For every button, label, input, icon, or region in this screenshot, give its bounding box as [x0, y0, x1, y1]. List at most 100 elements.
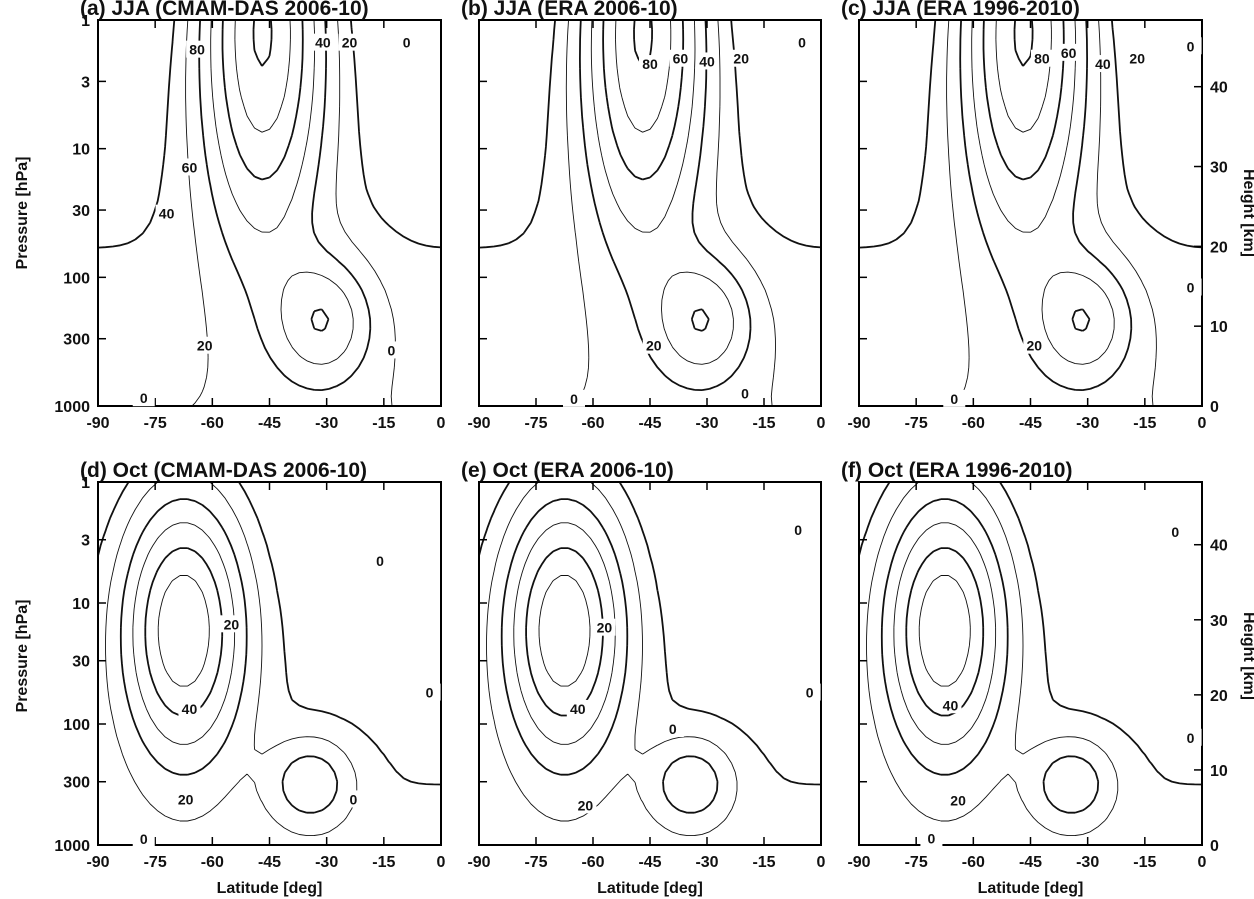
- panel-d: (d) Oct (CMAM-DAS 2006-10) -90 -75 -60 -45 -3…: [54, 459, 445, 897]
- contour-label: 20: [646, 338, 662, 354]
- x-tick-label: 0: [817, 415, 826, 432]
- x-tick-label: -60: [201, 854, 224, 871]
- contour-line: [996, 20, 1052, 132]
- panel-e: (e) Oct (ERA 2006-10) -90 -75 -60 -45 -30 -15 0…: [461, 459, 826, 897]
- y-tick-label: 10: [72, 596, 90, 613]
- panel-f: (f) Oct (ERA 1996-2010)-90 -75 -60 -45 -30 -1…: [841, 459, 1228, 897]
- y-tick-label: 300: [63, 332, 90, 349]
- contour-label: 0: [794, 522, 802, 538]
- right-tick-label: 0: [1210, 399, 1219, 416]
- contour-line: [526, 548, 603, 715]
- right-axis-label-bottom: Height [km]: [1240, 612, 1254, 700]
- x-tick-label: -60: [581, 415, 604, 432]
- panel-b: (b) JJA (ERA 2006-10)-90 -75 -60 -45 -30 -15 0…: [461, 0, 826, 432]
- contour-label: 20: [178, 791, 194, 807]
- contour-line: [106, 482, 357, 836]
- contour-line: [906, 548, 983, 715]
- x-tick-label: -45: [638, 854, 661, 871]
- right-axis-label-top: Height [km]: [1240, 169, 1254, 257]
- contour-label: 80: [642, 56, 658, 72]
- y-tick-label: 100: [63, 270, 90, 287]
- x-tick-label: -45: [258, 854, 281, 871]
- contour-line: [199, 20, 370, 390]
- contour-line: [580, 20, 751, 390]
- contour-label: 40: [159, 206, 175, 222]
- right-tick-label: 30: [1210, 160, 1228, 177]
- x-tick-label: -60: [581, 854, 604, 871]
- contour-line: [235, 20, 291, 132]
- contour-label: 60: [182, 159, 198, 175]
- y-tick-label: 300: [63, 775, 90, 792]
- contour-label: 0: [1187, 730, 1195, 746]
- x-tick-label: -30: [1076, 415, 1099, 432]
- panel-title: (e) Oct (ERA 2006-10): [461, 459, 674, 482]
- contour-label: 40: [315, 35, 331, 51]
- x-tick-label: -15: [372, 415, 395, 432]
- x-tick-label: 0: [1198, 415, 1207, 432]
- plot-frame: [479, 482, 821, 845]
- contour-label: 20: [224, 616, 240, 632]
- contour-label: 20: [578, 797, 594, 813]
- y-tick-label: 100: [63, 717, 90, 734]
- panel-title: (f) Oct (ERA 1996-2010): [841, 459, 1072, 482]
- contour-label: 20: [1129, 51, 1145, 67]
- panel-title: (c) JJA (ERA 1996-2010): [841, 0, 1080, 20]
- right-tick-label: 20: [1210, 239, 1228, 256]
- contour-label: 20: [342, 35, 358, 51]
- contour-label: 0: [1171, 524, 1179, 540]
- contour-label: 80: [1034, 51, 1050, 67]
- plot-frame: [859, 482, 1202, 845]
- x-tick-label: -30: [695, 854, 718, 871]
- y-tick-label: 3: [81, 533, 90, 550]
- y-tick-label: 30: [72, 654, 90, 671]
- x-tick-label: -60: [201, 415, 224, 432]
- contour-line: [616, 20, 671, 132]
- contour-label: 0: [388, 342, 396, 358]
- x-tick-label: -90: [847, 415, 870, 432]
- right-tick-label: 20: [1210, 688, 1228, 705]
- x-tick-label: -15: [372, 854, 395, 871]
- contour-label: 40: [182, 701, 198, 717]
- x-tick-label: -15: [752, 854, 775, 871]
- x-tick-label: -45: [1019, 415, 1042, 432]
- contour-label: 0: [140, 831, 148, 847]
- x-tick-label: 0: [817, 854, 826, 871]
- x-tick-label: -30: [315, 854, 338, 871]
- contour-line: [158, 576, 209, 687]
- x-tick-label: 0: [437, 415, 446, 432]
- x-tick-label: -15: [1133, 415, 1156, 432]
- contour-line: [479, 482, 821, 785]
- y-tick-label: 1000: [54, 399, 90, 416]
- x-tick-label: -90: [467, 854, 490, 871]
- contour-line: [487, 482, 738, 836]
- contour-label: 0: [798, 35, 806, 51]
- x-axis-label: Latitude [deg]: [978, 880, 1084, 897]
- contour-label: 40: [699, 53, 715, 69]
- contour-label: 40: [943, 697, 959, 713]
- contour-label: 0: [426, 685, 434, 701]
- contour-label: 20: [950, 793, 966, 809]
- contour-label: 60: [1061, 45, 1077, 61]
- x-tick-label: -30: [695, 415, 718, 432]
- x-tick-label: -75: [905, 415, 928, 432]
- contour-label: 0: [1187, 38, 1195, 54]
- contour-label: 80: [189, 42, 205, 58]
- contour-label: 0: [376, 553, 384, 569]
- x-tick-label: -75: [144, 415, 167, 432]
- x-tick-label: -75: [144, 854, 167, 871]
- panel-title: (b) JJA (ERA 2006-10): [461, 0, 678, 20]
- x-tick-label: -45: [638, 415, 661, 432]
- contour-label: 0: [928, 830, 936, 846]
- x-axis-label: Latitude [deg]: [597, 880, 703, 897]
- x-tick-label: 0: [437, 854, 446, 871]
- x-tick-label: -30: [1076, 854, 1099, 871]
- y-axis-label-bottom: Pressure [hPa]: [14, 600, 31, 713]
- right-tick-label: 30: [1210, 613, 1228, 630]
- y-tick-label: 3: [81, 74, 90, 91]
- x-tick-label: -75: [905, 854, 928, 871]
- x-tick-label: -75: [524, 854, 547, 871]
- right-tick-label: 0: [1210, 838, 1219, 855]
- contour-label: 60: [673, 51, 689, 67]
- x-tick-label: -30: [315, 415, 338, 432]
